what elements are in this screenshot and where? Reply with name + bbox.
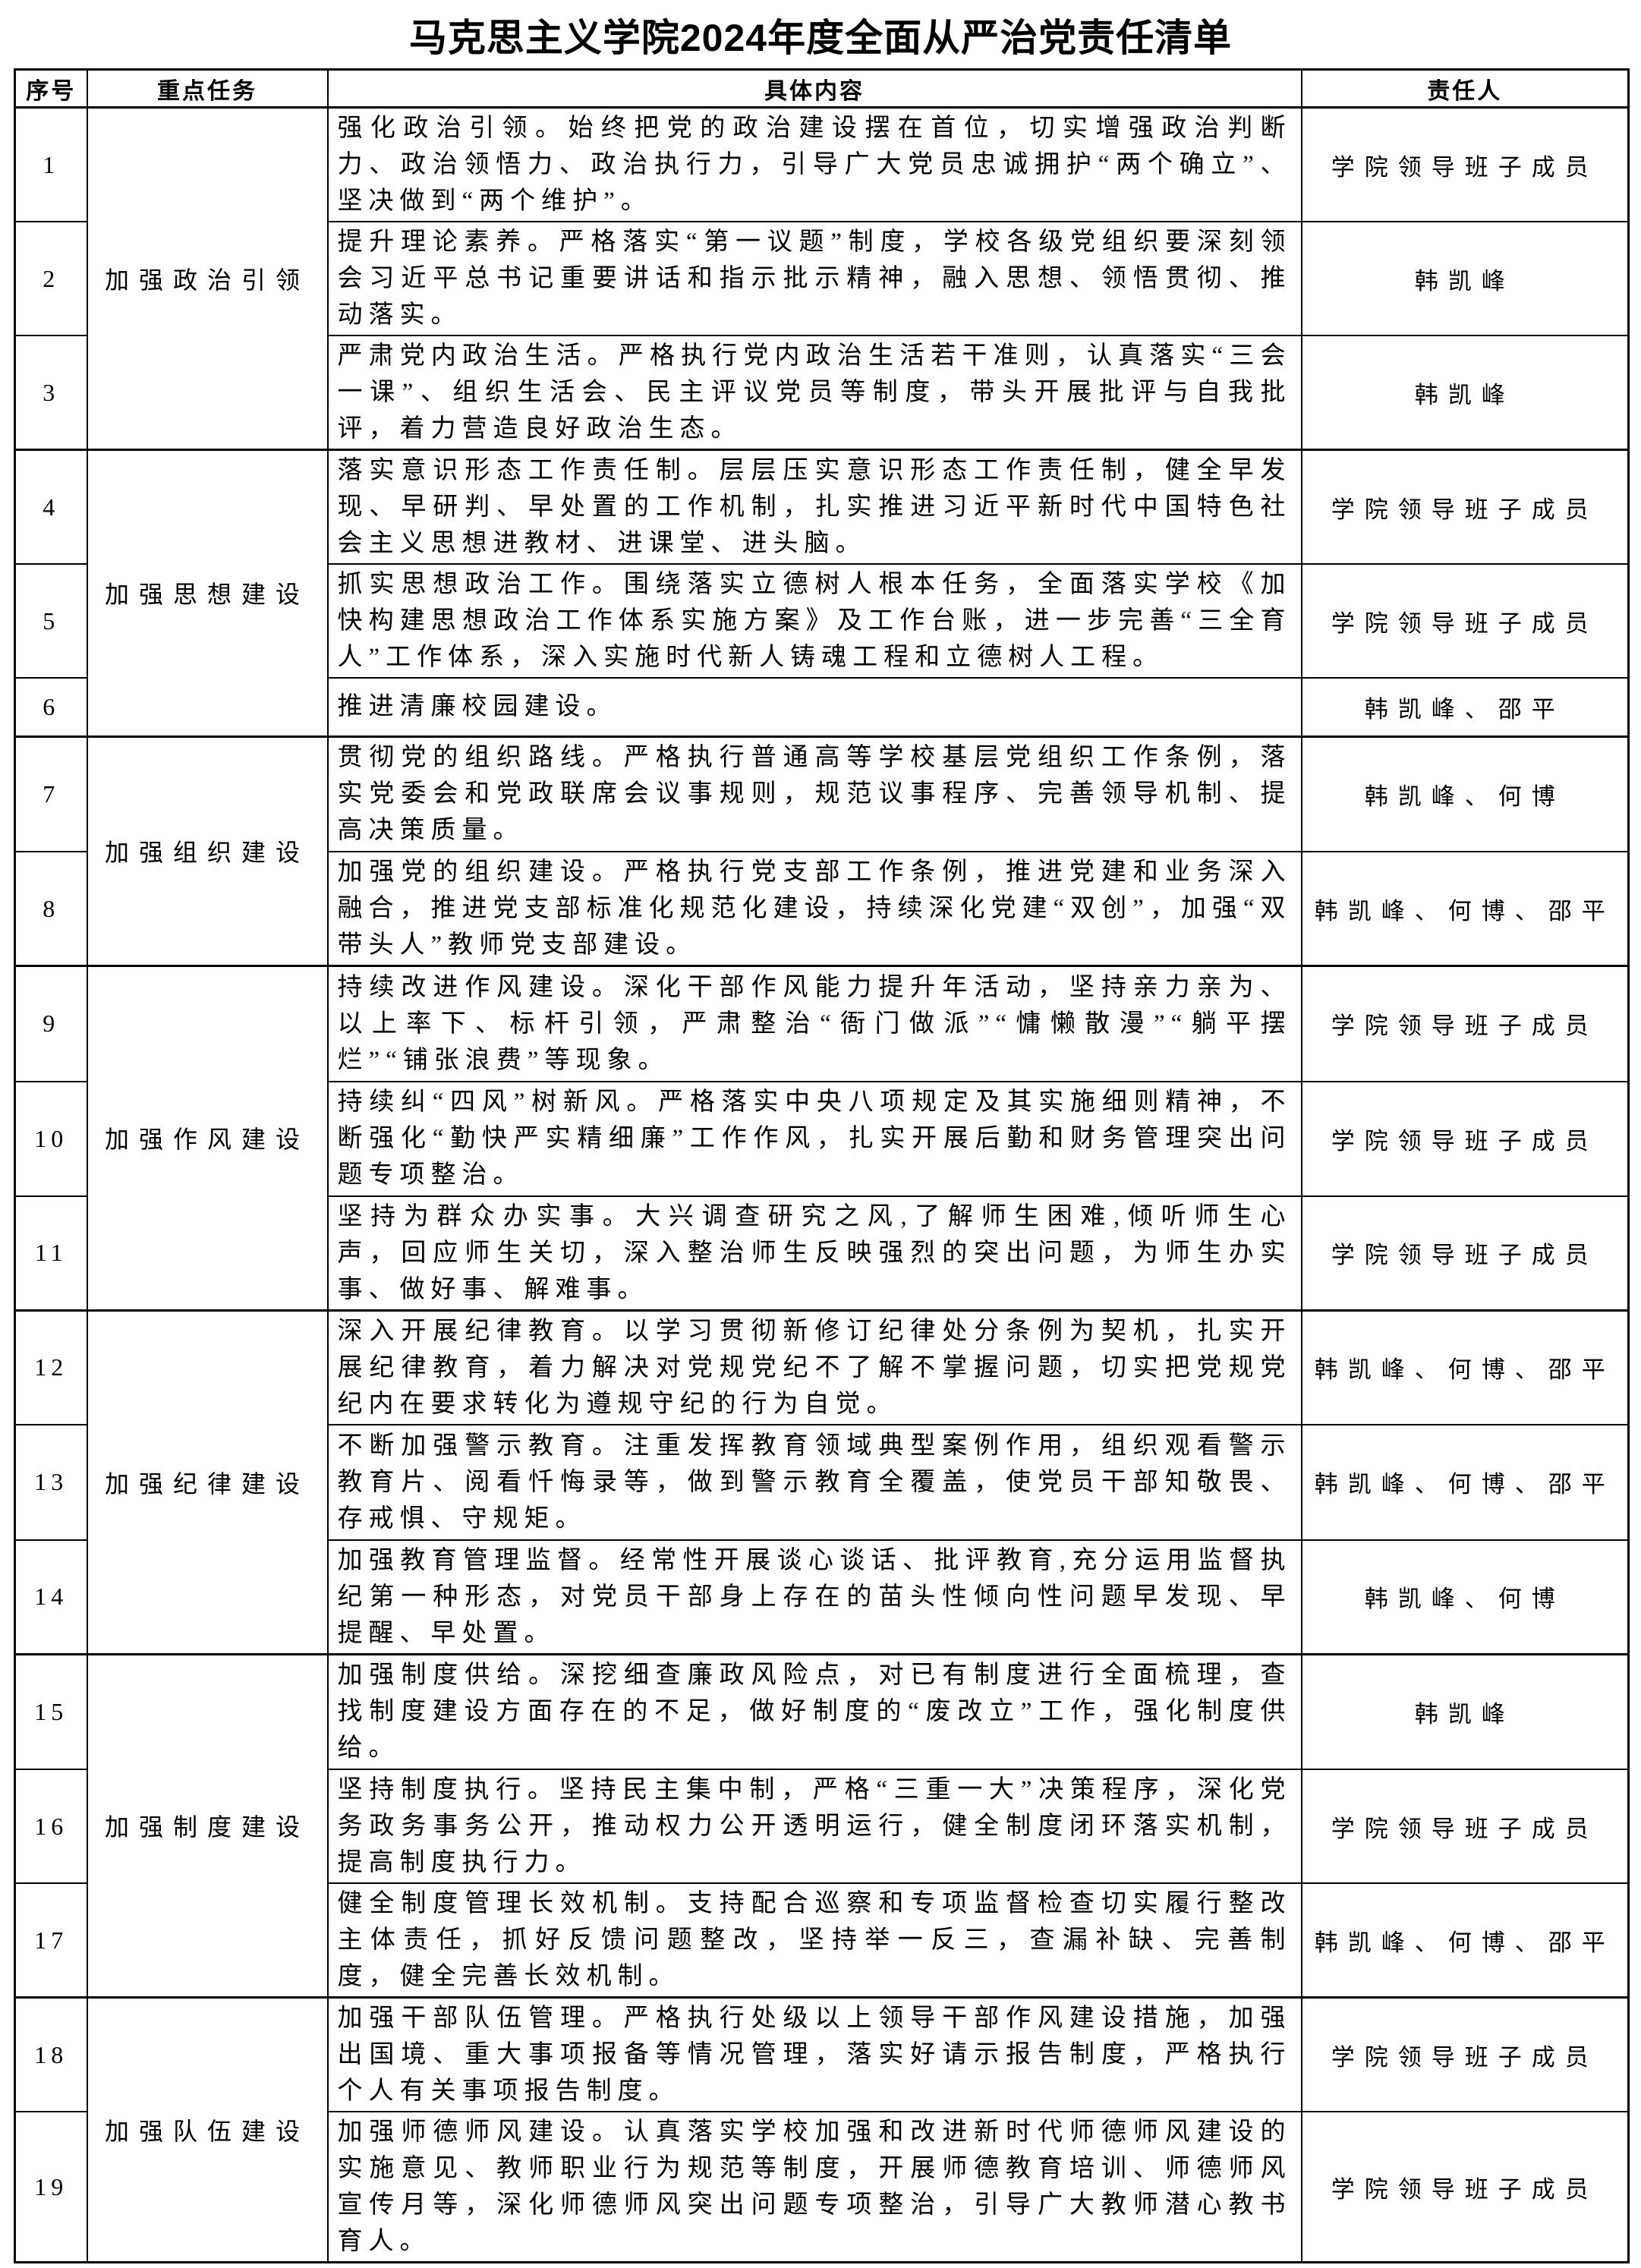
person-cell: 韩凯峰、何博 <box>1300 1539 1630 1655</box>
row-number-cell: 16 <box>14 1769 88 1884</box>
row-number-cell: 6 <box>14 677 88 737</box>
person-cell: 韩凯峰、何博、邵平 <box>1300 1423 1630 1541</box>
person-cell: 韩凯峰 <box>1300 335 1630 451</box>
person-cell: 学院领导班子成员 <box>1300 106 1630 222</box>
person-cell: 韩凯峰、何博、邵平 <box>1300 851 1630 967</box>
table-row: 15 加强制度建设 加强制度供给。深挖细查廉政风险点，对已有制度进行全面梳理，查找制… <box>14 1652 1630 1999</box>
person-cell: 学院领导班子成员 <box>1300 563 1630 679</box>
content-cell: 提升理论素养。严格落实“第一议题”制度，学校各级党组织要深刻领会习近平总书记重要… <box>326 221 1302 336</box>
content-cell: 严肃党内政治生活。严格执行党内政治生活若干准则，认真落实“三会一课”、组织生活会… <box>326 335 1302 451</box>
table-row: 13 不断加强警示教育。注重发挥教育领域典型案例作用，组织观看警示教育片、阅看忏悔… <box>14 1423 1630 1541</box>
row-number-cell: 11 <box>14 1195 88 1311</box>
content-cell: 贯彻党的组织路线。严格执行普通高等学校基层党组织工作条例，落实党委会和党政联席会… <box>326 735 1302 852</box>
table-row: 1 加强政治引领 强化政治引领。始终把党的政治建设摆在首位，切实增强政治判断力、政治… <box>14 106 1630 451</box>
table-row: 12 加强纪律建设 深入开展纪律教育。以学习贯彻新修订纪律处分条例为契机，扎实开展纪… <box>14 1309 1630 1655</box>
person-cell: 学院领导班子成员 <box>1300 1769 1630 1884</box>
content-cell: 加强干部队伍管理。严格执行处级以上领导干部作风建设措施，加强出国境、重大事项报备… <box>326 1996 1302 2112</box>
content-cell: 强化政治引领。始终把党的政治建设摆在首位，切实增强政治判断力、政治领悟力、政治执… <box>326 106 1302 222</box>
key-task-cell: 加强制度建设 <box>86 1652 329 1999</box>
row-number-cell: 5 <box>14 563 88 679</box>
column-header-no: 序号 <box>14 68 88 109</box>
table-row: 16 坚持制度执行。坚持民主集中制，严格“三重一大”决策程序，深化党务政务事务公开… <box>14 1769 1630 1884</box>
content-cell: 持续改进作风建设。深化干部作风能力提升年活动，坚持亲力亲为、以上率下、标杆引领，… <box>326 965 1302 1082</box>
table-row: 9 加强作风建设 持续改进作风建设。深化干部作风能力提升年活动，坚持亲力亲为、以上率… <box>14 965 1630 1311</box>
content-cell: 推进清廉校园建设。 <box>326 677 1302 737</box>
table-row: 11 坚持为群众办实事。大兴调查研究之风,了解师生困难,倾听师生心声，回应师生关切… <box>14 1195 1630 1311</box>
row-number-cell: 17 <box>14 1882 88 1999</box>
person-cell: 学院领导班子成员 <box>1300 1996 1630 2112</box>
person-cell: 韩凯峰、何博 <box>1300 735 1630 852</box>
key-task-cell: 加强纪律建设 <box>86 1309 329 1655</box>
header-row: 序号 重点任务 具体内容 责任人 <box>14 68 1630 109</box>
key-task-cell: 加强队伍建设 <box>86 1996 329 2263</box>
content-cell: 坚持制度执行。坚持民主集中制，严格“三重一大”决策程序，深化党务政务事务公开，推… <box>326 1769 1302 1884</box>
column-header-content: 具体内容 <box>326 68 1302 109</box>
table-row: 10 持续纠“四风”树新风。严格落实中央八项规定及其实施细则精神，不断强化“勤快严… <box>14 1080 1630 1197</box>
row-number-cell: 15 <box>14 1652 88 1770</box>
table-row: 19 加强师德师风建设。认真落实学校加强和改进新时代师德师风建设的实施意见、教师职… <box>14 2111 1630 2263</box>
row-number-cell: 10 <box>14 1080 88 1197</box>
content-cell: 落实意识形态工作责任制。层层压实意识形态工作责任制，健全早发现、早研判、早处置的… <box>326 449 1302 565</box>
table-row: 2 提升理论素养。严格落实“第一议题”制度，学校各级党组织要深刻领会习近平总书记重… <box>14 221 1630 336</box>
row-number-cell: 14 <box>14 1539 88 1655</box>
person-cell: 学院领导班子成员 <box>1300 1195 1630 1311</box>
key-task-cell: 加强思想建设 <box>86 449 329 737</box>
content-cell: 深入开展纪律教育。以学习贯彻新修订纪律处分条例为契机，扎实开展纪律教育，着力解决… <box>326 1309 1302 1425</box>
table-row: 6 推进清廉校园建设。 韩凯峰、邵平 <box>14 677 1630 737</box>
person-cell: 学院领导班子成员 <box>1300 1080 1630 1197</box>
content-cell: 健全制度管理长效机制。支持配合巡察和专项监督检查切实履行整改主体责任，抓好反馈问… <box>326 1882 1302 1999</box>
row-number-cell: 12 <box>14 1309 88 1425</box>
key-task-cell: 加强组织建设 <box>86 735 329 967</box>
column-header-person: 责任人 <box>1300 68 1630 109</box>
content-cell: 加强教育管理监督。经常性开展谈心谈话、批评教育,充分运用监督执纪第一种形态，对党… <box>326 1539 1302 1655</box>
person-cell: 韩凯峰、何博、邵平 <box>1300 1309 1630 1425</box>
table-row: 5 抓实思想政治工作。围绕落实立德树人根本任务，全面落实学校《加快构建思想政治工作… <box>14 563 1630 679</box>
row-number-cell: 4 <box>14 449 88 565</box>
person-cell: 学院领导班子成员 <box>1300 2111 1630 2263</box>
content-cell: 加强制度供给。深挖细查廉政风险点，对已有制度进行全面梳理，查找制度建设方面存在的… <box>326 1652 1302 1770</box>
page-title: 马克思主义学院2024年度全面从严治党责任清单 <box>408 17 1233 59</box>
content-cell: 持续纠“四风”树新风。严格落实中央八项规定及其实施细则精神，不断强化“勤快严实精… <box>326 1080 1302 1197</box>
row-number-cell: 18 <box>14 1996 88 2112</box>
row-number-cell: 7 <box>14 735 88 852</box>
table-row: 4 加强思想建设 落实意识形态工作责任制。层层压实意识形态工作责任制，健全早发现、早… <box>14 449 1630 737</box>
row-number-cell: 13 <box>14 1423 88 1541</box>
table-row: 14 加强教育管理监督。经常性开展谈心谈话、批评教育,充分运用监督执纪第一种形态，… <box>14 1539 1630 1655</box>
table-row: 17 健全制度管理长效机制。支持配合巡察和专项监督检查切实履行整改主体责任，抓好反… <box>14 1882 1630 1999</box>
key-task-cell: 加强作风建设 <box>86 965 329 1311</box>
table-row: 18 加强队伍建设 加强干部队伍管理。严格执行处级以上领导干部作风建设措施，加强出国… <box>14 1996 1630 2263</box>
person-cell: 学院领导班子成员 <box>1300 965 1630 1082</box>
row-number-cell: 8 <box>14 851 88 967</box>
row-number-cell: 9 <box>14 965 88 1082</box>
column-header-task: 重点任务 <box>86 68 329 109</box>
row-number-cell: 2 <box>14 221 88 336</box>
content-cell: 坚持为群众办实事。大兴调查研究之风,了解师生困难,倾听师生心声，回应师生关切，深… <box>326 1195 1302 1311</box>
person-cell: 学院领导班子成员 <box>1300 449 1630 565</box>
row-number-cell: 1 <box>14 106 88 222</box>
content-cell: 不断加强警示教育。注重发挥教育领域典型案例作用，组织观看警示教育片、阅看忏悔录等… <box>326 1423 1302 1541</box>
row-number-cell: 3 <box>14 335 88 451</box>
responsibility-table: 序号 重点任务 具体内容 责任人 1 加强政治引领 强化政治引领。始终把党的政治建设… <box>14 68 1630 2263</box>
table-row: 7 加强组织建设 贯彻党的组织路线。严格执行普通高等学校基层党组织工作条例，落实党委… <box>14 735 1630 967</box>
content-cell: 加强党的组织建设。严格执行党支部工作条例，推进党建和业务深入融合，推进党支部标准… <box>326 851 1302 967</box>
content-cell: 抓实思想政治工作。围绕落实立德树人根本任务，全面落实学校《加快构建思想政治工作体… <box>326 563 1302 679</box>
key-task-cell: 加强政治引领 <box>86 106 329 451</box>
row-number-cell: 19 <box>14 2111 88 2263</box>
person-cell: 韩凯峰、邵平 <box>1300 677 1630 737</box>
person-cell: 韩凯峰 <box>1300 1652 1630 1770</box>
person-cell: 韩凯峰、何博、邵平 <box>1300 1882 1630 1999</box>
table-row: 8 加强党的组织建设。严格执行党支部工作条例，推进党建和业务深入融合，推进党支部标… <box>14 851 1630 967</box>
content-cell: 加强师德师风建设。认真落实学校加强和改进新时代师德师风建设的实施意见、教师职业行… <box>326 2111 1302 2263</box>
table-row: 3 严肃党内政治生活。严格执行党内政治生活若干准则，认真落实“三会一课”、组织生活… <box>14 335 1630 451</box>
person-cell: 韩凯峰 <box>1300 221 1630 336</box>
